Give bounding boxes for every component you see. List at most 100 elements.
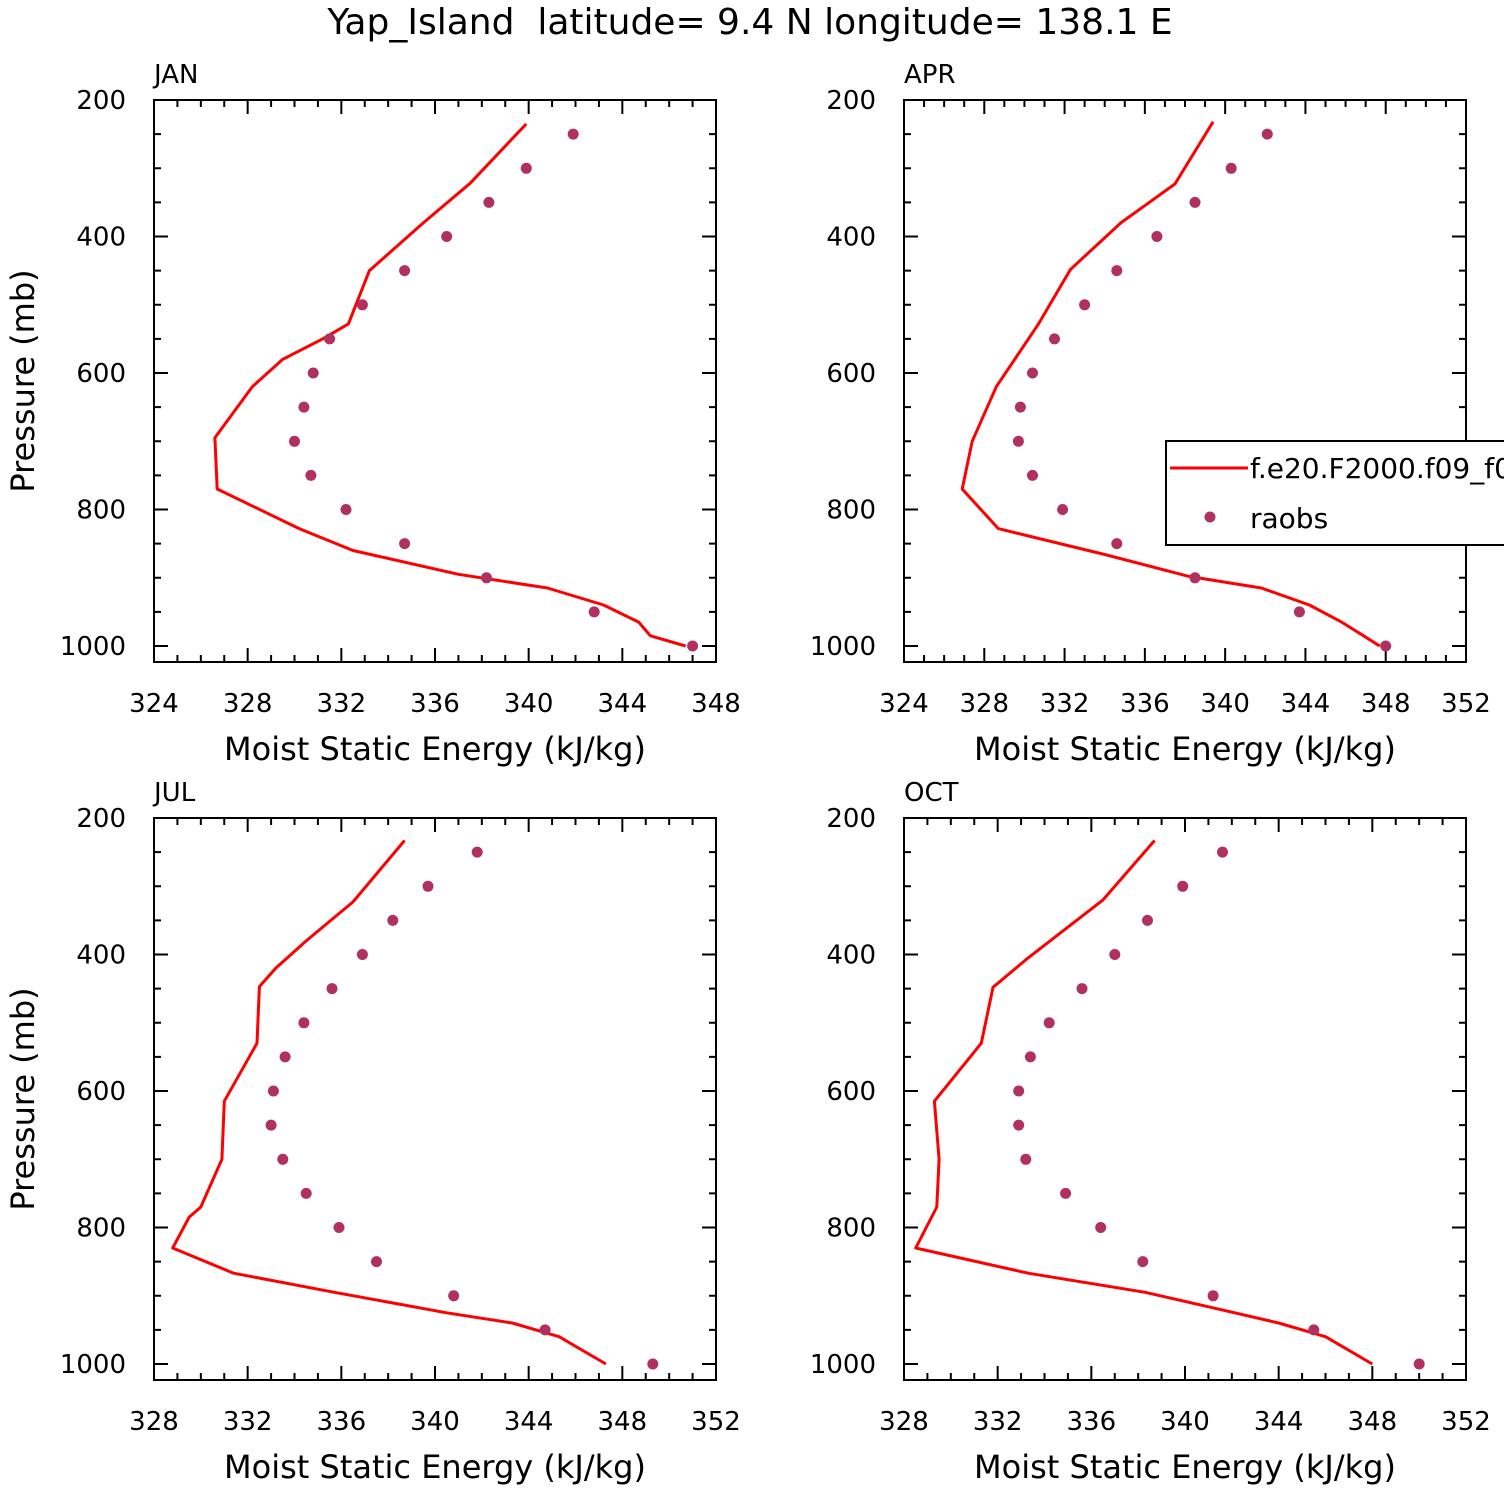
raobs-point [307, 367, 319, 379]
raobs-point [1142, 914, 1153, 926]
panel-oct: 328 332 336 340 344 348 352 200 400 600 800 1000 OCT… [810, 778, 1491, 1486]
x-tick-label: 344 [598, 689, 648, 719]
raobs-point [539, 1324, 551, 1336]
x-tick-label: 344 [504, 1407, 554, 1437]
raobs-point [1095, 1222, 1107, 1233]
y-tick-label: 600 [826, 359, 876, 389]
raobs-point [1076, 983, 1088, 995]
x-tick-label: 340 [504, 689, 554, 719]
figure-title: Yap_Island latitude= 9.4 N longitude= 13… [326, 2, 1172, 43]
raobs-point [1079, 299, 1091, 311]
raobs-point [483, 196, 495, 208]
raobs-point [1111, 538, 1123, 550]
y-tick-label: 200 [76, 86, 126, 116]
x-tick-label: 344 [1254, 1407, 1304, 1437]
raobs-point [422, 880, 434, 892]
x-axis-title-apr: Moist Static Energy (kJ/kg) [974, 730, 1396, 768]
x-tick-label: 348 [1348, 1407, 1398, 1437]
x-tick-label: 324 [879, 689, 929, 719]
legend-model-label: f.e20.F2000.f09_f09 [1250, 452, 1504, 485]
raobs-point [1027, 367, 1038, 379]
raobs-point [471, 846, 483, 858]
raobs-point [265, 1119, 277, 1131]
raobs-point [1024, 1051, 1036, 1063]
x-tick-label: 336 [1067, 1407, 1117, 1437]
raobs-point [1293, 606, 1305, 618]
panel-jan: 324 328 332 336 340 344 348 200 400 600 800 1000 JAN… [4, 60, 741, 768]
y-tick-label: 800 [76, 496, 126, 526]
y-tick-label: 200 [826, 804, 876, 834]
raobs-point [1012, 435, 1024, 447]
x-tick-label: 340 [1200, 689, 1250, 719]
y-tick-label: 400 [826, 223, 876, 253]
y-tick-label: 1000 [60, 1350, 126, 1380]
raobs-point [298, 401, 310, 413]
raobs-point [1060, 1187, 1072, 1199]
plot-frame-jul [153, 817, 717, 1381]
x-tick-label: 336 [410, 689, 460, 719]
raobs-point [1043, 1017, 1055, 1029]
model-line-oct [914, 839, 1374, 1366]
x-tick-label: 352 [1441, 689, 1491, 719]
y-tick-label: 400 [76, 223, 126, 253]
legend-point-swatch [1204, 511, 1216, 523]
x-tick-label: 332 [973, 1407, 1023, 1437]
y-tick-label: 1000 [810, 632, 876, 662]
y-tick-label: 1000 [60, 632, 126, 662]
raobs-point [647, 1358, 659, 1370]
x-tick-label: 340 [410, 1407, 460, 1437]
raobs-point [1413, 1358, 1425, 1370]
raobs-point [1308, 1324, 1320, 1336]
panel-jul: 328 332 336 340 344 348 352 200 400 600 800 1000 JUL… [4, 778, 741, 1486]
x-tick-label: 348 [1361, 689, 1411, 719]
raobs-point [448, 1290, 460, 1302]
y-tick-label: 600 [76, 359, 126, 389]
x-tick-label: 328 [959, 689, 1009, 719]
x-tick-label: 332 [1040, 689, 1090, 719]
panel-title-apr: APR [904, 60, 956, 90]
raobs-point [289, 435, 300, 447]
x-tick-label: 332 [223, 1407, 273, 1437]
raobs-point [1049, 333, 1060, 345]
raobs-point [687, 640, 699, 652]
model-line-jan [213, 122, 687, 648]
raobs-point [387, 914, 399, 926]
x-tick-label: 348 [598, 1407, 648, 1437]
raobs-point [1137, 1256, 1149, 1268]
raobs-point [333, 1222, 345, 1233]
x-tick-label: 332 [317, 689, 367, 719]
raobs-point [1217, 846, 1228, 858]
raobs-point [1380, 640, 1392, 652]
x-axis-title-jan: Moist Static Energy (kJ/kg) [224, 730, 646, 768]
legend-obs-label: raobs [1250, 502, 1328, 535]
x-tick-label: 336 [1120, 689, 1170, 719]
y-axis-title-jul: Pressure (mb) [4, 987, 42, 1210]
raobs-point [1020, 1153, 1032, 1165]
raobs-point [588, 606, 600, 618]
y-axis-title-jan: Pressure (mb) [4, 269, 42, 492]
x-axis-title-jul: Moist Static Energy (kJ/kg) [224, 1448, 646, 1486]
panel-title-oct: OCT [904, 778, 959, 808]
y-tick-label: 200 [76, 804, 126, 834]
x-tick-label: 340 [1160, 1407, 1210, 1437]
raobs-point [1057, 504, 1069, 515]
raobs-point [1014, 401, 1026, 413]
raobs-point [1013, 1119, 1025, 1131]
raobs-point [371, 1256, 382, 1268]
raobs-point [1177, 880, 1189, 892]
raobs-point [1109, 949, 1121, 960]
raobs-point [1027, 469, 1038, 481]
x-tick-label: 324 [129, 689, 179, 719]
raobs-point [298, 1017, 310, 1029]
y-tick-label: 800 [826, 496, 876, 526]
y-tick-label: 800 [826, 1214, 876, 1244]
raobs-point [1207, 1290, 1219, 1302]
x-axis-title-oct: Moist Static Energy (kJ/kg) [974, 1448, 1396, 1486]
raobs-point [441, 231, 453, 242]
raobs-point [356, 949, 368, 960]
raobs-point [340, 504, 352, 515]
raobs-point [324, 333, 336, 345]
x-tick-label: 328 [879, 1407, 929, 1437]
x-tick-label: 352 [1441, 1407, 1491, 1437]
raobs-point [277, 1153, 289, 1165]
